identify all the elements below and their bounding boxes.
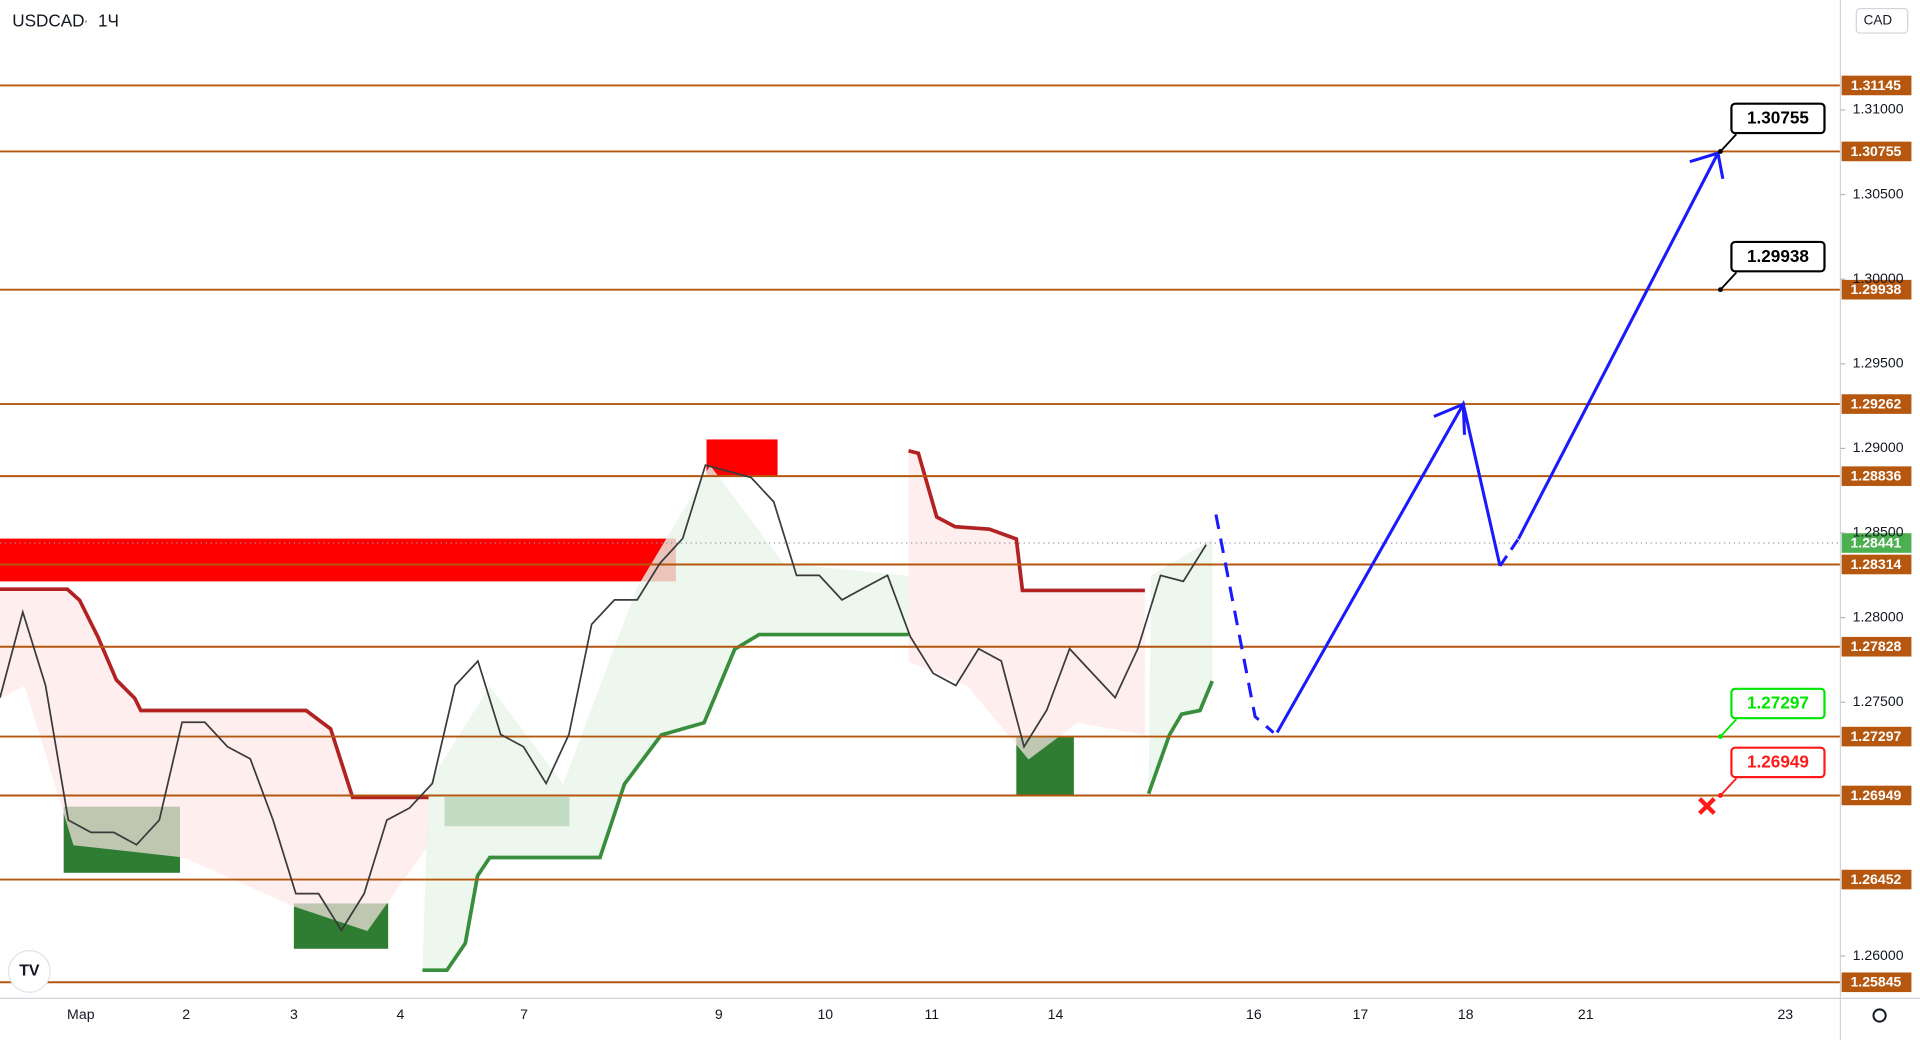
level-label: 1.29262 [1850, 395, 1901, 411]
arrow-head [1433, 401, 1467, 435]
annotation-label: 1.27297 [1747, 693, 1809, 713]
last-price-label: 1.28441 [1850, 534, 1901, 550]
y-tick-label: 1.26000 [1853, 947, 1904, 963]
last-price-box [1841, 533, 1912, 553]
price-line [0, 464, 1207, 932]
level-label: 1.30755 [1850, 143, 1901, 159]
x-tick-label: 3 [290, 1006, 298, 1022]
x-tick-label: Мар [67, 1006, 95, 1022]
y-tick-label: 1.31000 [1853, 101, 1904, 117]
projection-dashed [1214, 514, 1275, 734]
level-label-box [1841, 785, 1912, 806]
level-label: 1.27828 [1850, 638, 1901, 654]
y-tick-label: 1.29000 [1853, 439, 1904, 455]
x-tick-label: 16 [1246, 1006, 1262, 1022]
annotation-connector [1719, 718, 1737, 738]
level-label-box [1841, 554, 1912, 575]
stop-cross [1698, 797, 1716, 815]
level-label-box [1841, 75, 1912, 96]
y-tick-label: 1.30500 [1853, 185, 1904, 201]
x-tick-label: 11 [925, 1006, 940, 1022]
level-label: 1.29938 [1850, 281, 1901, 297]
x-tick-label: 17 [1353, 1006, 1369, 1022]
x-tick-label: 2 [182, 1006, 190, 1022]
currency[interactable]: CAD [1864, 12, 1893, 27]
currency-button[interactable] [1855, 7, 1909, 34]
interval: 1Ч [98, 11, 119, 31]
annotation-connector [1719, 271, 1737, 291]
logo[interactable] [7, 949, 51, 993]
annotation-label: 1.26949 [1747, 752, 1809, 772]
level-label: 1.28314 [1850, 556, 1901, 572]
y-tick-label: 1.28000 [1853, 608, 1904, 624]
levels: 1.31145 1.30755 1.29938 1.29262 1.28836 1.283… [0, 75, 1912, 993]
bull-fill [1148, 538, 1213, 794]
x-tick-label: 10 [817, 1006, 833, 1022]
level-label-box [1841, 726, 1912, 747]
projection [1214, 151, 1725, 734]
projection-dashed [1498, 538, 1520, 567]
y-tick-label: 1.29500 [1853, 355, 1904, 371]
x-tick-label: 18 [1458, 1006, 1474, 1022]
logo-mark[interactable]: TV [19, 963, 40, 980]
zone [706, 439, 778, 477]
annotation-box [1730, 102, 1826, 135]
indicator [0, 449, 1214, 973]
trailing-line [908, 449, 1145, 593]
x-tick-label: 21 [1578, 1006, 1594, 1022]
annotation-box [1730, 687, 1826, 720]
arrow-head [1689, 151, 1725, 180]
annotation-connector [1719, 133, 1737, 153]
level-label-box [1841, 394, 1912, 414]
level-label-box [1841, 869, 1912, 890]
y-axis: 1.26000 1.27500 1.28000 1.28500 1.29000 1.295… [1840, 101, 1904, 963]
settings[interactable] [1872, 1008, 1887, 1023]
price [0, 464, 1207, 932]
annotations: 1.30755 1.29938 1.27297 1.26949 [1717, 102, 1826, 798]
level-label-box [1841, 972, 1912, 993]
level-label: 1.25845 [1850, 974, 1901, 990]
level-label-box [1841, 636, 1912, 657]
y-tick-label: 1.27500 [1853, 693, 1904, 709]
annotation-box [1730, 746, 1826, 779]
x-axis: Мар 2 3 4 7 9 10 11 14 16 17 18 21 23 [67, 1006, 1793, 1022]
x-tick-label: 14 [1048, 1006, 1064, 1022]
annotation-box [1730, 240, 1826, 273]
level-label: 1.26949 [1850, 787, 1901, 803]
annotation-label: 1.29938 [1747, 246, 1809, 266]
trailing-line [1146, 680, 1214, 795]
annotation-connector [1719, 777, 1737, 797]
level-label-box [1841, 141, 1912, 162]
level-label: 1.26452 [1850, 871, 1901, 887]
x-tick-label: 7 [520, 1006, 528, 1022]
x-tick-label: 9 [715, 1006, 723, 1022]
bull-fill [422, 465, 909, 971]
separator: · [83, 11, 89, 31]
trailing-line [0, 587, 429, 800]
symbol: USDCAD [12, 11, 84, 31]
level-label-box [1841, 279, 1912, 300]
x-tick-label: 4 [396, 1006, 404, 1022]
bear-fill [0, 589, 429, 931]
x-tick-label: 23 [1777, 1006, 1793, 1022]
level-label: 1.28836 [1850, 467, 1901, 483]
y-tick-label: 1.30000 [1853, 270, 1904, 286]
zone [0, 538, 676, 582]
projection-path [1517, 152, 1720, 540]
level-label: 1.27297 [1850, 728, 1901, 744]
annotation-label: 1.30755 [1747, 108, 1809, 128]
y-tick-label: 1.28500 [1853, 524, 1904, 540]
level-label-box [1841, 466, 1912, 486]
level-label: 1.31145 [1851, 77, 1901, 93]
